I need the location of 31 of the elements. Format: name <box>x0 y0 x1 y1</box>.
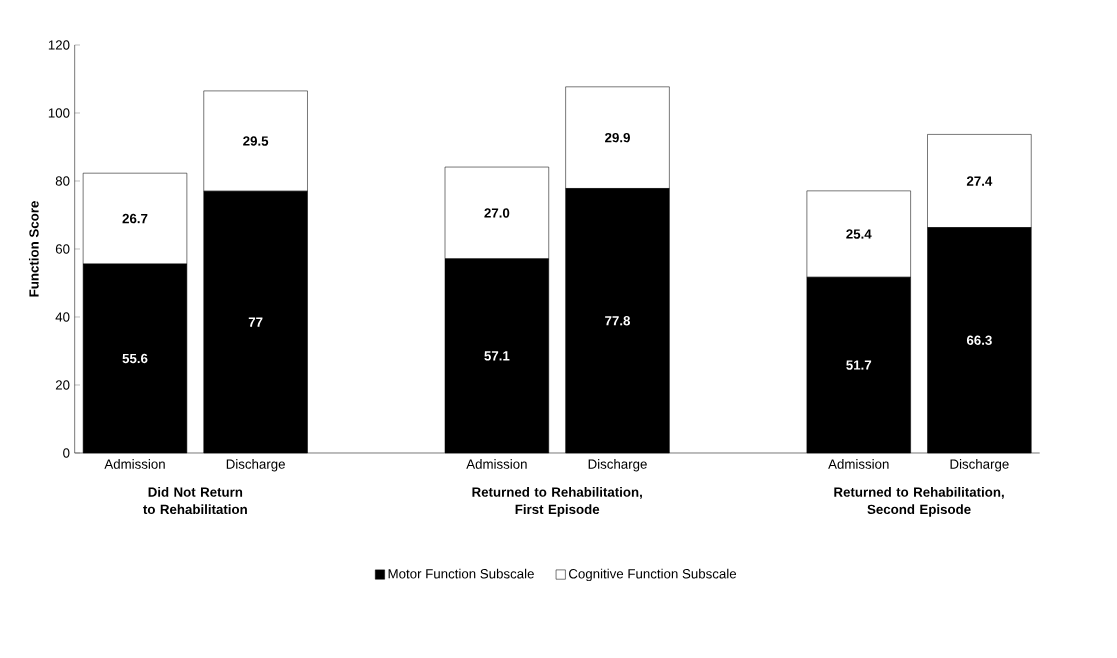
data-label: 29.9 <box>605 132 630 143</box>
text: Returned to Rehabilitation, First Episode <box>472 487 642 517</box>
data-label: 57.1 <box>484 351 510 361</box>
y-tick-label: 60 <box>55 244 70 254</box>
data-label: 55.6 <box>122 353 148 364</box>
data-label: 27.4 <box>966 176 993 186</box>
data-label: 27.0 <box>484 208 510 218</box>
x-tick-label: Admission <box>466 459 527 469</box>
text: Did Not Return to Rehabilitation <box>143 487 247 515</box>
y-axis-title: Function Score <box>28 201 39 297</box>
data-label: 77 <box>248 317 263 327</box>
data-label: 25.4 <box>846 229 872 239</box>
legend-label: Motor Function Subscale <box>388 568 534 579</box>
x-tick-label: Admission <box>104 459 165 469</box>
text: Returned to Rehabilitation, Second Episode <box>834 487 1004 517</box>
y-tick-label: 120 <box>48 40 70 50</box>
x-tick-label: Discharge <box>226 459 285 472</box>
data-label: 66.3 <box>966 335 992 345</box>
y-tick-label: 40 <box>55 312 70 322</box>
y-tick-label: 0 <box>63 448 70 458</box>
data-label: 51.7 <box>846 360 872 370</box>
y-tick-label: 80 <box>55 176 70 186</box>
data-label: 77.8 <box>605 316 631 326</box>
legend-label: Cognitive Function Subscale <box>568 568 737 582</box>
y-tick-label: 20 <box>55 380 70 390</box>
x-tick-label: Discharge <box>588 459 647 472</box>
x-tick-label: Admission <box>828 459 889 469</box>
y-tick-label: 100 <box>48 108 70 118</box>
data-label: 29.5 <box>243 136 269 146</box>
data-label: 26.7 <box>122 213 148 224</box>
x-tick-label: Discharge <box>950 459 1009 472</box>
